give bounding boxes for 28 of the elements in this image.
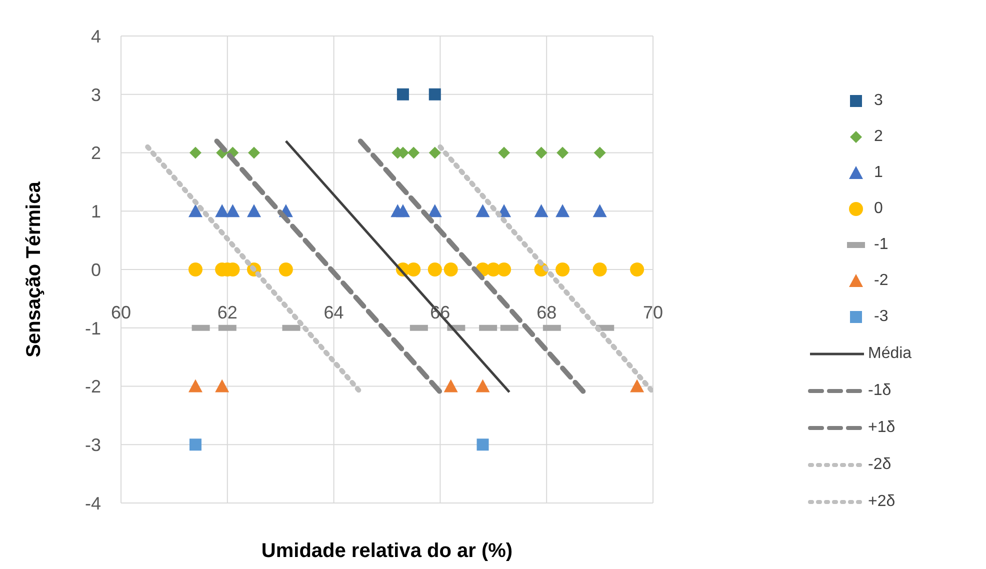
legend-label: -1 <box>874 236 888 254</box>
legend-label: 2 <box>874 128 883 146</box>
legend-label: 3 <box>874 92 883 110</box>
legend-label: Média <box>868 344 912 362</box>
y-tick-label: -3 <box>84 435 101 456</box>
y-tick-label: 0 <box>90 260 101 280</box>
legend-label: 0 <box>874 200 883 218</box>
x-axis-title: Umidade relativa do ar (%) <box>261 540 513 562</box>
x-tick-label: 64 <box>324 302 344 322</box>
y-tick-label: 4 <box>90 26 101 46</box>
y-tick-label: 2 <box>90 143 101 164</box>
y-tick-label: -2 <box>84 376 101 397</box>
y-axis-title: Sensação Térmica <box>23 180 46 358</box>
legend-label: +2δ <box>868 492 896 510</box>
x-tick-label: 70 <box>642 302 664 322</box>
x-tick-label: 60 <box>110 302 132 322</box>
x-tick-label: 62 <box>217 302 238 322</box>
y-tick-label: 1 <box>90 202 101 222</box>
x-tick-label: 68 <box>536 302 557 322</box>
y-tick-label: 3 <box>90 84 101 105</box>
legend-label: +1δ <box>868 418 896 436</box>
legend-label: -2 <box>874 272 888 290</box>
legend-label: -3 <box>874 308 888 326</box>
y-tick-label: -4 <box>84 493 101 514</box>
legend-label: -2δ <box>868 456 892 474</box>
legend-label: -1δ <box>868 382 892 400</box>
y-tick-label: -1 <box>84 318 101 338</box>
legend-label: 1 <box>874 164 883 182</box>
